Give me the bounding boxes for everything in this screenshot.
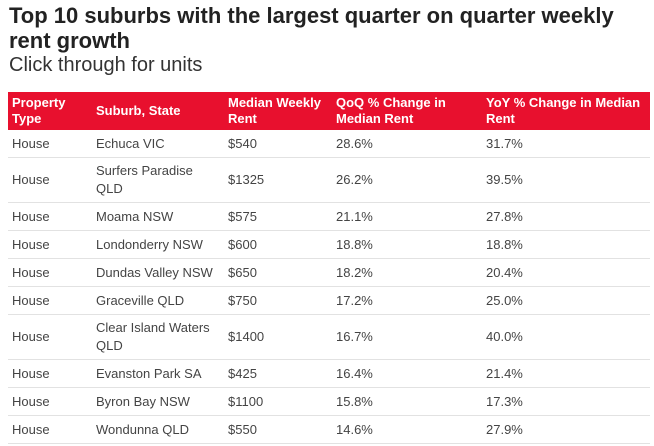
column-header: Suburb, State (92, 92, 224, 130)
table-cell: 28.6% (332, 130, 482, 158)
table-cell: 16.7% (332, 314, 482, 360)
table-cell: 14.6% (332, 415, 482, 444)
table-cell: 21.4% (482, 359, 650, 388)
subtitle[interactable]: Click through for units (9, 54, 203, 76)
table-row: House Surfers Paradise QLD $1325 26.2% 39.5% (8, 157, 650, 203)
table-cell: $1400 (224, 314, 332, 360)
table-cell: 20.4% (482, 258, 650, 287)
table-row: House Wondunna QLD $550 14.6% 27.9% (8, 415, 650, 444)
table-cell: 31.7% (482, 130, 650, 158)
table-cell: House (8, 314, 92, 360)
column-header: YoY % Change in Median Rent (482, 92, 650, 130)
rent-table: Property Type Suburb, State Median Weekly … (8, 92, 650, 444)
table-cell: Dundas Valley NSW (92, 258, 224, 287)
table-row: House Graceville QLD $750 17.2% 25.0% (8, 286, 650, 315)
table-cell: Clear Island Waters QLD (92, 314, 224, 360)
table-cell: Wondunna QLD (92, 415, 224, 444)
table-cell: House (8, 157, 92, 203)
table-cell: $425 (224, 359, 332, 388)
table-cell: 21.1% (332, 202, 482, 231)
table-cell: House (8, 387, 92, 416)
column-header: Median Weekly Rent (224, 92, 332, 130)
header-row: Property Type Suburb, State Median Weekly … (8, 92, 650, 130)
table-cell: Graceville QLD (92, 286, 224, 315)
table-cell: House (8, 286, 92, 315)
table-row: House Londonderry NSW $600 18.8% 18.8% (8, 230, 650, 259)
table-cell: 17.2% (332, 286, 482, 315)
table-cell: $540 (224, 130, 332, 158)
table-body: House Echuca VIC $540 28.6% 31.7% House Surfer… (8, 130, 650, 444)
table-cell: 27.9% (482, 415, 650, 444)
table-cell: 27.8% (482, 202, 650, 231)
table-cell: House (8, 359, 92, 388)
table-row: House Byron Bay NSW $1100 15.8% 17.3% (8, 387, 650, 416)
table-cell: $550 (224, 415, 332, 444)
table-cell: $1325 (224, 157, 332, 203)
table-cell: House (8, 202, 92, 231)
table-cell: House (8, 130, 92, 158)
table-cell: 17.3% (482, 387, 650, 416)
table-cell: 16.4% (332, 359, 482, 388)
table-cell: 26.2% (332, 157, 482, 203)
table-cell: $600 (224, 230, 332, 259)
table-row: House Moama NSW $575 21.1% 27.8% (8, 202, 650, 231)
table-cell: Londonderry NSW (92, 230, 224, 259)
table-row: House Evanston Park SA $425 16.4% 21.4% (8, 359, 650, 388)
table-cell: Evanston Park SA (92, 359, 224, 388)
table-cell: 25.0% (482, 286, 650, 315)
table-cell: Echuca VIC (92, 130, 224, 158)
table-cell: Surfers Paradise QLD (92, 157, 224, 203)
table-cell: 15.8% (332, 387, 482, 416)
table-cell: Moama NSW (92, 202, 224, 231)
table-cell: $1100 (224, 387, 332, 416)
table-cell: 18.8% (332, 230, 482, 259)
table-cell: House (8, 258, 92, 287)
table-cell: 39.5% (482, 157, 650, 203)
table-cell: $650 (224, 258, 332, 287)
table-row: House Echuca VIC $540 28.6% 31.7% (8, 130, 650, 158)
table-row: House Clear Island Waters QLD $1400 16.7% 40… (8, 314, 650, 360)
column-header: Property Type (8, 92, 92, 130)
table-cell: 40.0% (482, 314, 650, 360)
table-cell: Byron Bay NSW (92, 387, 224, 416)
table-row: House Dundas Valley NSW $650 18.2% 20.4% (8, 258, 650, 287)
table-cell: 18.2% (332, 258, 482, 287)
table-cell: $750 (224, 286, 332, 315)
table-cell: House (8, 230, 92, 259)
column-header: QoQ % Change in Median Rent (332, 92, 482, 130)
table-cell: House (8, 415, 92, 444)
table-cell: 18.8% (482, 230, 650, 259)
title: Top 10 suburbs with the largest quarter … (9, 3, 614, 53)
table-cell: $575 (224, 202, 332, 231)
